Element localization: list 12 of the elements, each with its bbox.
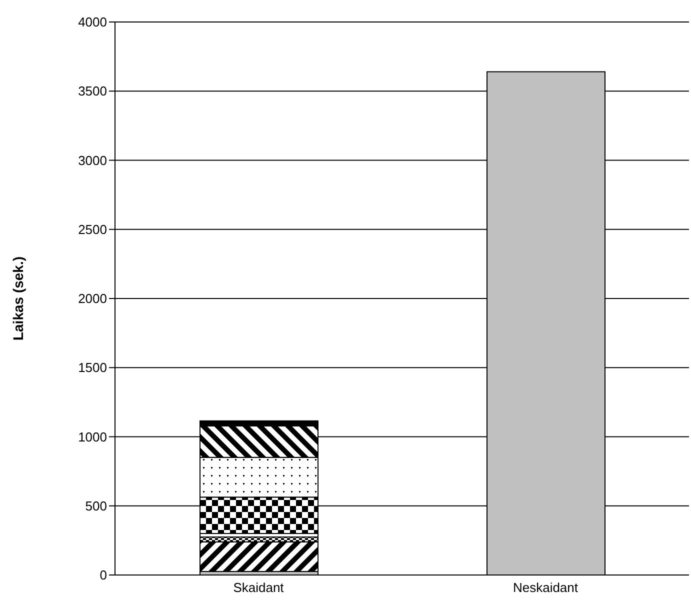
y-tick-label: 4000 — [78, 14, 107, 30]
y-tick-label: 3000 — [78, 152, 107, 168]
y-tick-label: 2500 — [78, 222, 107, 237]
y-tick-label: 0 — [100, 568, 107, 583]
y-tick-label: 1500 — [78, 360, 107, 376]
y-tick-label: 2000 — [78, 291, 107, 306]
y-tick-label: 500 — [85, 498, 107, 514]
y-axis-title: Laikas (sek.) — [10, 256, 26, 341]
x-tick-label: Neskaidant — [512, 580, 578, 596]
y-tick-label: 1000 — [78, 429, 107, 444]
x-tick-label: Skaidant — [233, 580, 284, 596]
y-tick-label: 3500 — [78, 84, 107, 99]
